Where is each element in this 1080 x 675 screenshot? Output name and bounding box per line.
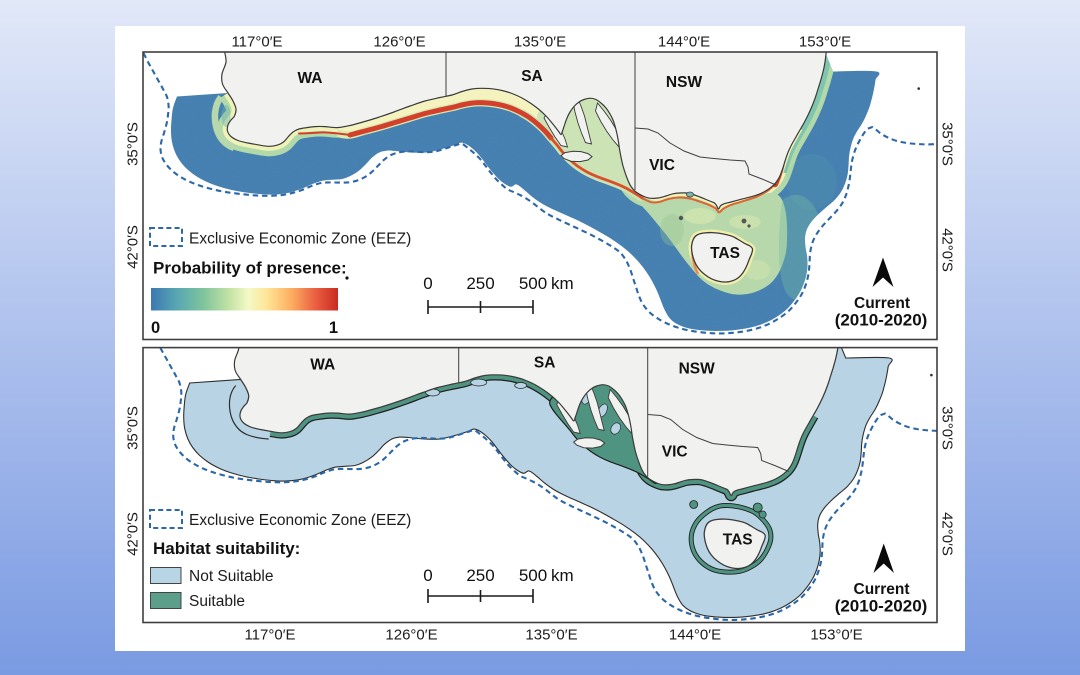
svg-text:42°0′S: 42°0′S <box>939 228 956 272</box>
svg-text:km: km <box>551 566 574 585</box>
svg-text:Exclusive Economic Zone (EEZ): Exclusive Economic Zone (EEZ) <box>189 231 411 248</box>
svg-text:1: 1 <box>329 319 338 337</box>
svg-text:WA: WA <box>310 357 335 374</box>
svg-text:NSW: NSW <box>666 74 703 91</box>
svg-text:SA: SA <box>521 68 543 85</box>
svg-text:VIC: VIC <box>649 157 675 174</box>
svg-text:42°0′S: 42°0′S <box>125 225 142 269</box>
svg-text:126°0′E: 126°0′E <box>385 627 437 644</box>
svg-text:250: 250 <box>466 274 494 293</box>
svg-text:42°0′S: 42°0′S <box>125 512 142 556</box>
svg-text:Exclusive Economic Zone (EEZ): Exclusive Economic Zone (EEZ) <box>189 512 411 529</box>
svg-text:35°0′S: 35°0′S <box>125 122 142 166</box>
svg-text:35°0′S: 35°0′S <box>125 406 142 450</box>
svg-text:117°0′E: 117°0′E <box>231 34 282 51</box>
svg-text:500: 500 <box>519 566 547 585</box>
svg-text:(2010-2020): (2010-2020) <box>835 597 928 616</box>
svg-text:NSW: NSW <box>679 361 716 378</box>
svg-text:250: 250 <box>466 566 494 585</box>
svg-text:km: km <box>551 274 574 293</box>
svg-text:VIC: VIC <box>662 444 688 461</box>
svg-text:500: 500 <box>519 274 547 293</box>
svg-text:144°0′E: 144°0′E <box>669 627 721 644</box>
svg-text:117°0′E: 117°0′E <box>244 627 295 644</box>
svg-text:35°0′S: 35°0′S <box>939 122 956 166</box>
svg-text:153°0′E: 153°0′E <box>810 627 862 644</box>
svg-text:126°0′E: 126°0′E <box>373 34 425 51</box>
svg-text:0: 0 <box>151 319 160 337</box>
svg-text:TAS: TAS <box>710 245 740 262</box>
svg-text:Not Suitable: Not Suitable <box>189 568 273 585</box>
svg-text:144°0′E: 144°0′E <box>658 34 710 51</box>
svg-text:Current: Current <box>854 581 910 598</box>
svg-text:135°0′E: 135°0′E <box>514 34 566 51</box>
svg-text:SA: SA <box>534 355 556 372</box>
svg-text:0: 0 <box>423 566 432 585</box>
svg-text:Suitable: Suitable <box>189 593 245 610</box>
svg-text:0: 0 <box>423 274 432 293</box>
svg-text:Probability of presence:: Probability of presence: <box>153 259 347 278</box>
svg-text:42°0′S: 42°0′S <box>939 512 956 556</box>
svg-text:WA: WA <box>298 70 323 87</box>
svg-text:(2010-2020): (2010-2020) <box>835 311 928 330</box>
svg-text:Current: Current <box>854 295 910 312</box>
svg-text:TAS: TAS <box>723 532 753 549</box>
svg-text:153°0′E: 153°0′E <box>799 34 851 51</box>
svg-text:135°0′E: 135°0′E <box>525 627 577 644</box>
svg-text:Habitat suitability:: Habitat suitability: <box>153 539 300 558</box>
svg-text:35°0′S: 35°0′S <box>939 406 956 450</box>
